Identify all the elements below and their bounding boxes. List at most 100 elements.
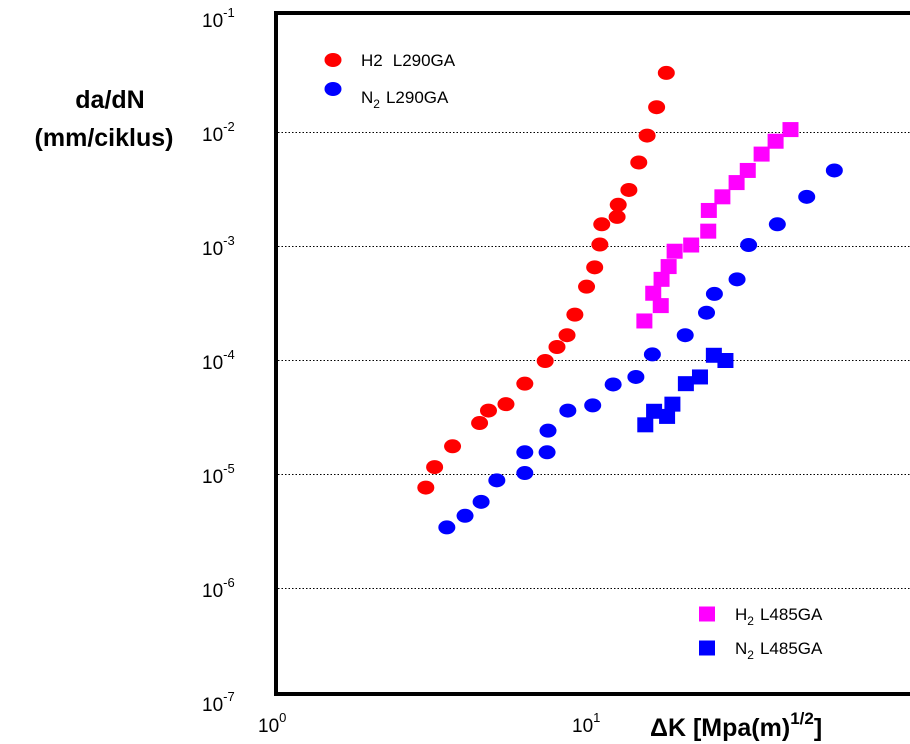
data-point [479,403,497,418]
legend-marker [699,640,715,656]
y-tick-label: 10-5 [202,461,235,488]
data-point [728,175,745,191]
tick-exponent: -1 [223,5,235,20]
data-point [539,423,557,438]
tick-base: 10 [258,716,279,737]
data-point [472,494,490,509]
tick-base: 10 [202,695,223,716]
legend-label-main: N [735,639,747,658]
tick-base: 10 [202,353,223,374]
data-point [444,439,462,454]
data-point [739,162,756,178]
data-point [691,369,708,385]
legend-label: N2 L485GA [735,639,823,662]
data-point [648,100,666,115]
legend-marker [324,53,342,67]
tick-exponent: -7 [223,689,235,704]
data-point [700,202,717,218]
tick-base: 10 [202,467,223,488]
legend-label-main: N [361,88,373,107]
data-point [740,238,758,253]
data-point [488,473,506,488]
data-point [627,369,645,384]
data-points [417,65,843,535]
x-axis-title: ΔK [Mpa(m)1/2] [650,709,822,742]
tick-exponent: 0 [279,710,286,725]
data-point [782,122,799,138]
data-point [677,376,694,392]
legend-label-main: H2 [361,51,383,70]
data-point [516,376,534,391]
data-point [584,398,602,413]
legend-label-rest: L290GA [386,88,449,107]
data-point [660,259,677,275]
data-point [608,209,626,224]
data-point [676,328,694,343]
data-point [417,480,435,495]
x-axis-title-sup: 1/2 [790,709,814,728]
data-point [538,445,556,460]
data-point [698,305,716,320]
data-point [653,271,670,287]
data-point [717,352,734,368]
series-1 [438,163,843,535]
data-point [768,217,786,232]
data-point [426,460,444,475]
data-point [643,347,661,362]
legend-label-rest: L485GA [760,605,823,624]
data-point [683,237,700,253]
y-tick-labels: 10-110-210-310-410-510-610-7 [202,5,235,716]
data-point [728,272,746,287]
series-0 [417,65,675,495]
data-point [578,279,596,294]
legend-label-subscript: 2 [373,97,380,111]
x-axis-title-main: ΔK [Mpa(m) [650,714,790,742]
legend-label: H2 L485GA [735,605,823,628]
plot-frame [274,11,910,696]
series-2 [636,122,799,329]
data-point [659,408,676,424]
y-tick-label: 10-2 [202,119,235,146]
tick-base: 10 [202,581,223,602]
legend-label: H2 L290GA [361,51,456,70]
tick-base: 10 [202,11,223,32]
data-point [548,340,566,355]
legend-marker [699,606,715,622]
tick-base: 10 [202,239,223,260]
y-tick-label: 10-1 [202,5,235,32]
data-point [558,328,576,343]
data-point [516,445,534,460]
data-point [630,155,648,170]
legend-label-main: H [735,605,747,624]
data-point [586,260,604,275]
data-point [559,403,577,418]
y-tick-label: 10-7 [202,689,235,716]
legend-item: N2 L290GA [324,82,449,111]
tick-exponent: -3 [223,233,235,248]
data-point [456,508,474,523]
data-point [497,397,515,412]
tick-exponent: -5 [223,461,235,476]
legend-label-subscript: 2 [747,648,754,662]
tick-exponent: -2 [223,119,235,134]
data-point [638,128,656,143]
data-point [471,416,489,431]
data-point [516,466,534,481]
y-tick-label: 10-3 [202,233,235,260]
data-point [664,396,681,412]
x-tick-labels: 100 101 [258,710,600,737]
data-point [566,307,584,322]
y-tick-label: 10-6 [202,575,235,602]
tick-base: 10 [572,716,593,737]
tick-exponent: 1 [593,710,600,725]
data-point [798,189,816,204]
legend-marker [324,82,342,96]
y-axis-title-line2: (mm/ciklus) [35,124,174,152]
data-point [438,520,456,535]
data-point [714,189,731,205]
y-tick-label: 10-4 [202,347,235,374]
data-point [825,163,843,178]
x-axis-title-end: ] [814,714,822,742]
grid-lines [278,132,910,589]
